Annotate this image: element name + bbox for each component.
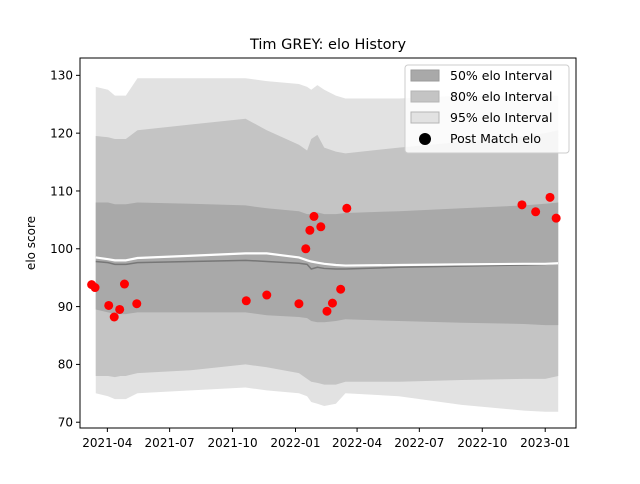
- post-match-elo-point: [309, 211, 319, 221]
- legend-swatch-80: [410, 90, 440, 103]
- legend-label-80: 80% elo Interval: [450, 89, 552, 104]
- legend-label-post-match: Post Match elo: [450, 131, 541, 146]
- x-tick-label: 2022-04: [332, 436, 382, 450]
- y-tick-label: 80: [58, 358, 73, 372]
- y-axis: 70 80 90 100 110 120 130: [50, 69, 80, 430]
- legend-label-50: 50% elo Interval: [450, 68, 552, 83]
- y-axis-label: elo score: [24, 216, 38, 270]
- x-tick-label: 2022-01: [270, 436, 320, 450]
- x-tick-label: 2022-10: [457, 436, 507, 450]
- legend-label-95: 95% elo Interval: [450, 110, 552, 125]
- x-tick-label: 2022-07: [394, 436, 444, 450]
- post-match-elo-point: [119, 279, 129, 289]
- mean-elo-line: [95, 259, 559, 270]
- post-match-elo-point: [551, 213, 561, 223]
- y-tick-label: 110: [50, 184, 73, 198]
- post-match-elo-point: [104, 300, 114, 310]
- post-match-elo-point: [545, 192, 555, 202]
- post-match-elo-point: [294, 299, 304, 309]
- post-match-elo-point: [90, 283, 100, 293]
- post-match-elo-point: [517, 200, 527, 210]
- post-match-elo-point: [327, 298, 337, 308]
- x-tick-label: 2021-07: [145, 436, 195, 450]
- y-tick-label: 130: [50, 69, 73, 83]
- x-tick-label: 2021-10: [207, 436, 257, 450]
- post-match-elo-point: [132, 299, 142, 309]
- y-tick-label: 90: [58, 300, 73, 314]
- post-match-elo-point: [336, 284, 346, 294]
- x-tick-label: 2021-04: [82, 436, 132, 450]
- axes-frame: [79, 57, 577, 429]
- post-match-elo-point: [301, 244, 311, 254]
- plot-area: [79, 57, 577, 429]
- center-elo-line: [95, 252, 559, 267]
- post-match-elo-point: [115, 304, 125, 314]
- legend: 50% elo Interval 80% elo Interval 95% el…: [404, 64, 570, 154]
- y-tick-label: 70: [58, 416, 73, 430]
- post-match-elo-point: [241, 296, 251, 306]
- legend-marker-post-match: [419, 133, 431, 145]
- post-match-elo-point: [316, 222, 326, 232]
- legend-swatch-50: [410, 69, 440, 82]
- x-tick-label: 2023-01: [520, 436, 570, 450]
- legend-frame: [404, 64, 570, 154]
- post-match-elo-point: [531, 207, 541, 217]
- legend-swatch-95: [410, 111, 440, 124]
- chart-title: Tim GREY: elo History: [249, 37, 407, 53]
- post-match-elo-point: [342, 203, 352, 213]
- post-match-elo-point: [109, 312, 119, 322]
- post-match-elo-point: [305, 225, 315, 235]
- post-match-elo-point: [322, 306, 332, 316]
- y-tick-label: 100: [50, 242, 73, 256]
- y-tick-label: 120: [50, 126, 73, 140]
- x-axis: 2021-04 2021-07 2021-10 2022-01 2022-04 2022-…: [82, 428, 570, 450]
- post-match-elo-point: [262, 290, 272, 300]
